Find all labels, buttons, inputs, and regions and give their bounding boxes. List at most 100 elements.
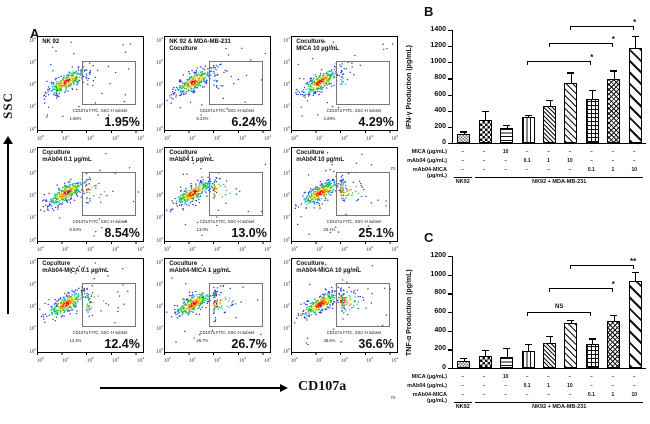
flow-scatter-dots: [295, 41, 394, 117]
treatment-value: –: [525, 149, 529, 155]
y-tick-mark: [448, 94, 452, 96]
flow-x-tick-label: 104: [391, 356, 398, 363]
flow-plot-main: Coculture mAb04-MICA 0.1 µg/mL CD107a FIT…: [37, 258, 144, 364]
flow-plot-box: Coculture mAb04 1 µg/mL CD107a FITC, SSC-…: [164, 147, 271, 242]
gate-rectangle: [209, 283, 263, 328]
treatment-value: 0.1: [523, 383, 531, 389]
y-tick-mark: [448, 126, 452, 129]
treatment-value: –: [547, 374, 550, 380]
group-label: NK92 + MDA-MB-231: [532, 404, 587, 410]
flow-y-tick-label: 103: [29, 280, 36, 287]
flow-scatter-dots: [166, 152, 267, 237]
gate-rectangle: [336, 283, 390, 328]
treatment-value: 1: [611, 392, 615, 398]
gate-caption: CD107a FITC, SSC-H subset: [199, 107, 255, 113]
flow-x-axis-ticks: 100 101 102 103 104: [164, 355, 271, 364]
flow-plot-title: Coculture mAb04 10 µg/mL: [296, 149, 344, 164]
panel-c-label: C: [424, 230, 434, 245]
treatment-value: –: [632, 149, 636, 155]
y-tick-mark: [448, 312, 452, 314]
gate-rectangle: [209, 61, 263, 106]
flow-plot-box: Coculture mAb04 0.1 µg/mL CD107a FITC, SS…: [37, 147, 144, 242]
y-tick-mark: [448, 46, 452, 48]
bar: [607, 321, 621, 368]
bar: [564, 83, 578, 143]
flow-x-tick-label: 101: [62, 245, 69, 252]
treatment-value: –: [525, 167, 529, 173]
bar: [628, 281, 642, 368]
treatment-value: –: [461, 383, 465, 389]
flow-x-axis-ticks: 100 101 102 103 104: [291, 133, 398, 142]
flow-y-axis-ticks: 104 103 102 101 100: [24, 258, 37, 353]
flow-plot: 104 103 102 101 100 Coculture MICA 10 µg/mL CD…: [278, 36, 398, 142]
treatment-value: –: [632, 383, 636, 389]
error-bar-cap: [610, 314, 618, 316]
error-bar-cap: [567, 72, 575, 74]
flow-y-tick-label: 104: [156, 147, 163, 154]
treatment-value: –: [589, 158, 593, 164]
treatment-value: –: [611, 158, 615, 164]
bar: [543, 105, 556, 143]
flow-plot-main: NK 92 CD107a FITC, SSC-H subset 1.95% 1.95%…: [37, 36, 144, 142]
gate-percent-small: 8.54%: [69, 227, 82, 233]
flow-x-tick-label: 103: [239, 356, 246, 363]
flow-y-tick-label: 100: [156, 124, 163, 132]
y-tick-label: 800: [434, 74, 446, 82]
y-tick-mark: [448, 349, 452, 351]
significance-label: *: [611, 280, 615, 290]
error-bar-stem: [506, 126, 508, 128]
y-tick-label: 800: [434, 289, 446, 297]
flow-y-tick-label: 101: [283, 102, 290, 109]
flow-y-tick-label: 102: [29, 302, 36, 309]
flow-y-tick-label: 102: [29, 80, 36, 87]
treatment-value: –: [547, 167, 550, 173]
treatment-value: –: [525, 392, 529, 398]
bracket-end-tick: [569, 25, 571, 30]
flow-x-tick-label: 102: [87, 356, 94, 363]
treatment-value: –: [504, 158, 507, 164]
gate-percent-value: 4.29%: [358, 115, 394, 130]
flow-x-tick-label: 103: [366, 245, 373, 252]
flow-y-tick-label: 102: [156, 302, 163, 309]
flow-x-tick-label: 104: [137, 134, 144, 141]
y-tick-mark: [448, 78, 452, 80]
flow-x-axis-tickmarks: [164, 353, 271, 355]
flow-y-tick-label: 100: [29, 235, 36, 243]
flow-plot-main: NK 92 & MDA-MB-231 Coculture CD107a FITC,…: [164, 36, 271, 142]
flow-plot-main: Coculture mAb04 10 µg/mL CD107a FITC, SSC…: [291, 147, 398, 253]
flow-plot: 104 103 102 101 100 NK 92 & MDA-MB-231 Cocult…: [151, 36, 271, 142]
flow-x-tick-label: 104: [137, 245, 144, 252]
gate-caption: CD107a FITC, SSC-H subset: [72, 107, 128, 113]
flow-y-tick-label: 103: [283, 280, 290, 287]
y-tick-label: 0: [442, 139, 446, 146]
y-tick-mark: [448, 256, 452, 258]
flow-x-tick-label: 101: [62, 134, 69, 141]
gate-percent-value: 12.4%: [104, 337, 140, 352]
bar: [628, 47, 642, 143]
treatment-value: –: [632, 158, 636, 164]
flow-plot-box: Coculture mAb04-MICA 10 µg/mL CD107a FITC…: [291, 258, 398, 353]
treatment-value: 10: [502, 374, 509, 380]
error-bar-stem: [570, 73, 572, 84]
y-tick-mark: [448, 30, 452, 32]
y-tick-label: 600: [434, 90, 446, 98]
treatment-value: –: [547, 392, 550, 398]
significance-bracket: *: [548, 35, 615, 48]
treatment-value: –: [611, 149, 615, 155]
group-line: [475, 177, 644, 178]
stray-mark: m.: [391, 166, 397, 172]
error-bar-cap: [460, 357, 468, 360]
flow-x-axis-tickmarks: [37, 131, 144, 133]
flow-y-tick-label: 102: [283, 302, 290, 309]
y-tick-label: 1400: [430, 26, 446, 33]
flow-y-tick-label: 101: [156, 102, 163, 109]
stray-mark: m.: [391, 395, 397, 401]
gate-caption: CD107a FITC, SSC-H subset: [199, 329, 255, 335]
flow-x-tick-label: 102: [87, 134, 94, 141]
flow-y-axis-ticks: 104 103 102 101 100: [24, 147, 37, 242]
treatment-value: –: [611, 374, 615, 380]
flow-x-axis-ticks: 100 101 102 103 104: [164, 133, 271, 142]
flow-x-tick-label: 100: [37, 134, 44, 141]
error-bar-stem: [635, 37, 637, 48]
flow-x-axis-tickmarks: [291, 131, 398, 133]
